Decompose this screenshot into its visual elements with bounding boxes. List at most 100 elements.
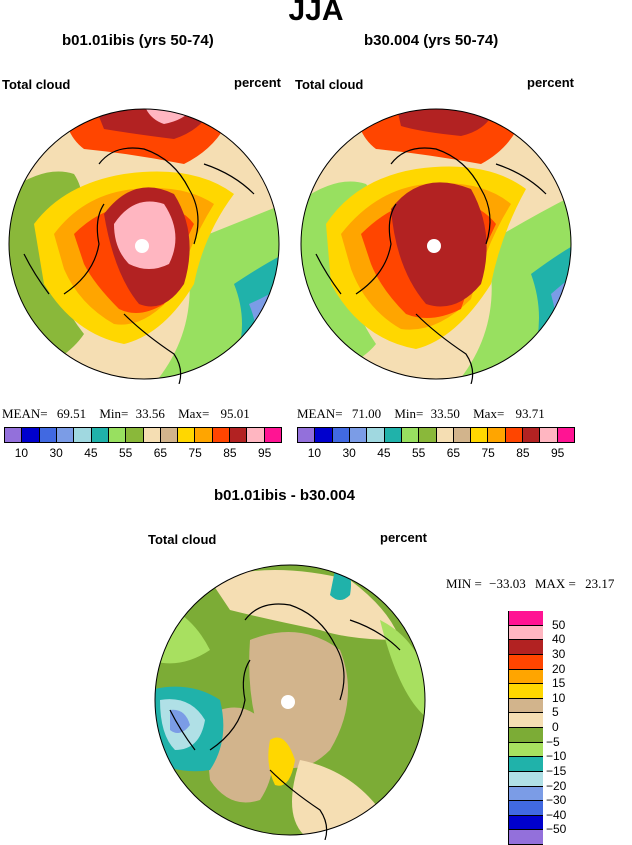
diff-colorbar-swatch xyxy=(509,742,543,758)
panel-2-max-label: Max= xyxy=(473,406,505,421)
colorbar-swatch xyxy=(557,428,574,442)
colorbar-swatch xyxy=(436,428,454,442)
colorbar-swatch xyxy=(264,428,281,442)
colorbar-swatch xyxy=(22,428,40,442)
colorbar-swatch xyxy=(56,428,75,442)
colorbar-tick-label: 55 xyxy=(411,446,426,460)
diff-colorbar-label: 30 xyxy=(552,646,566,661)
panel-1-max: 95.01 xyxy=(220,406,250,421)
panel-2-min-label: Min= xyxy=(394,406,424,421)
colorbar-tick-label: 65 xyxy=(446,446,461,460)
colorbar-swatch xyxy=(505,428,524,442)
diff-min-label: MIN = xyxy=(446,576,482,591)
diff-stats: MIN = −33.03 MAX = 23.17 xyxy=(446,576,614,592)
colorbar-tick-label: 55 xyxy=(118,446,133,460)
diff-colorbar-swatch xyxy=(509,698,543,714)
colorbar-swatch xyxy=(178,428,196,442)
colorbar-tick-label: 95 xyxy=(257,446,272,460)
diff-colorbar-label: 5 xyxy=(552,705,559,720)
diff-units: percent xyxy=(380,530,427,545)
figure-title: JJA xyxy=(288,0,344,27)
diff-colorbar-label: −30 xyxy=(546,793,567,808)
colorbar-swatch xyxy=(401,428,420,442)
diff-colorbar-swatch xyxy=(509,728,543,743)
panel-1-map xyxy=(8,108,280,384)
colorbar-tick-label: 65 xyxy=(153,446,168,460)
panel-2-min: 33.50 xyxy=(430,406,460,421)
diff-colorbar-swatch xyxy=(509,654,543,670)
panel-2-colorbar xyxy=(297,427,575,443)
panel-2-title: b30.004 (yrs 50-74) xyxy=(364,32,499,49)
panel-2-map xyxy=(300,108,572,384)
colorbar-swatch xyxy=(91,428,109,442)
diff-colorbar-label: −15 xyxy=(546,763,567,778)
colorbar-swatch xyxy=(332,428,350,442)
panel-2-mean-label: MEAN= xyxy=(297,406,343,421)
diff-colorbar-label: 40 xyxy=(552,632,566,647)
panel-2-units: percent xyxy=(527,75,574,90)
panel-1-min: 33.56 xyxy=(135,406,165,421)
panel-1-mean-label: MEAN= xyxy=(2,406,48,421)
panel-2-colorbar-ticks: 10 30 45 55 65 75 85 95 xyxy=(297,446,575,462)
panel-1-colorbar-ticks: 10 30 45 55 65 75 85 95 xyxy=(4,446,282,462)
panel-1-variable: Total cloud xyxy=(2,77,71,92)
diff-colorbar-label: −10 xyxy=(546,749,567,764)
diff-max: 23.17 xyxy=(585,576,615,591)
colorbar-tick-label: 85 xyxy=(516,446,530,460)
diff-colorbar-label: −50 xyxy=(546,822,567,837)
diff-colorbar-swatch xyxy=(509,611,543,626)
colorbar-swatch xyxy=(212,428,231,442)
colorbar-swatch xyxy=(523,428,541,442)
colorbar-tick-label: 10 xyxy=(307,446,322,460)
colorbar-tick-label: 30 xyxy=(49,446,63,460)
diff-variable: Total cloud xyxy=(148,532,217,547)
diff-title: b01.01ibis - b30.004 xyxy=(214,487,355,504)
colorbar-swatch xyxy=(143,428,161,442)
diff-colorbar-swatch xyxy=(509,757,543,772)
colorbar-swatch xyxy=(540,428,558,442)
diff-colorbar-swatch xyxy=(509,830,543,845)
diff-colorbar-label: −40 xyxy=(546,807,567,822)
diff-colorbar-swatch xyxy=(509,771,543,787)
panel-2-mean: 71.00 xyxy=(351,406,382,421)
colorbar-tick-label: 10 xyxy=(14,446,29,460)
colorbar-swatch xyxy=(5,428,23,442)
colorbar-swatch xyxy=(349,428,368,442)
diff-colorbar-swatch xyxy=(509,684,543,699)
panel-1-title: b01.01ibis (yrs 50-74) xyxy=(62,32,214,49)
diff-colorbar-label: 15 xyxy=(552,676,566,691)
colorbar-tick-label: 45 xyxy=(377,446,391,460)
panel-1-max-label: Max= xyxy=(178,406,210,421)
colorbar-swatch xyxy=(453,428,472,442)
colorbar-swatch xyxy=(298,428,316,442)
diff-colorbar-swatch xyxy=(509,640,543,655)
colorbar-swatch xyxy=(195,428,213,442)
diff-colorbar-label: −20 xyxy=(546,778,567,793)
colorbar-swatch xyxy=(74,428,92,442)
panel-1-stats: MEAN= 69.51 Min= 33.56 Max= 95.01 xyxy=(2,406,250,422)
diff-colorbar-label: 10 xyxy=(552,690,566,705)
colorbar-swatch xyxy=(247,428,265,442)
colorbar-tick-label: 45 xyxy=(84,446,98,460)
colorbar-swatch xyxy=(315,428,333,442)
colorbar-tick-label: 30 xyxy=(342,446,356,460)
diff-colorbar-label: −5 xyxy=(546,734,560,749)
diff-colorbar-labels: 50 40 30 20 15 10 5 0 −5 −10 −15 −20 −30 −40 −50 xyxy=(546,611,612,845)
colorbar-swatch xyxy=(160,428,179,442)
panel-2-variable: Total cloud xyxy=(295,77,364,92)
panel-2-max: 93.71 xyxy=(515,406,545,421)
panel-1-mean: 69.51 xyxy=(56,406,87,421)
diff-colorbar-swatch xyxy=(509,801,543,816)
colorbar-swatch xyxy=(419,428,437,442)
diff-colorbar-label: 0 xyxy=(552,720,559,734)
diff-colorbar-swatch xyxy=(509,713,543,728)
colorbar-swatch xyxy=(39,428,57,442)
colorbar-swatch xyxy=(126,428,144,442)
colorbar-swatch xyxy=(384,428,402,442)
panel-1-min-label: Min= xyxy=(99,406,129,421)
diff-colorbar-label: 20 xyxy=(552,661,566,676)
colorbar-swatch xyxy=(230,428,248,442)
colorbar-tick-label: 75 xyxy=(481,446,495,460)
diff-colorbar-label: 50 xyxy=(552,617,566,632)
colorbar-swatch xyxy=(108,428,127,442)
